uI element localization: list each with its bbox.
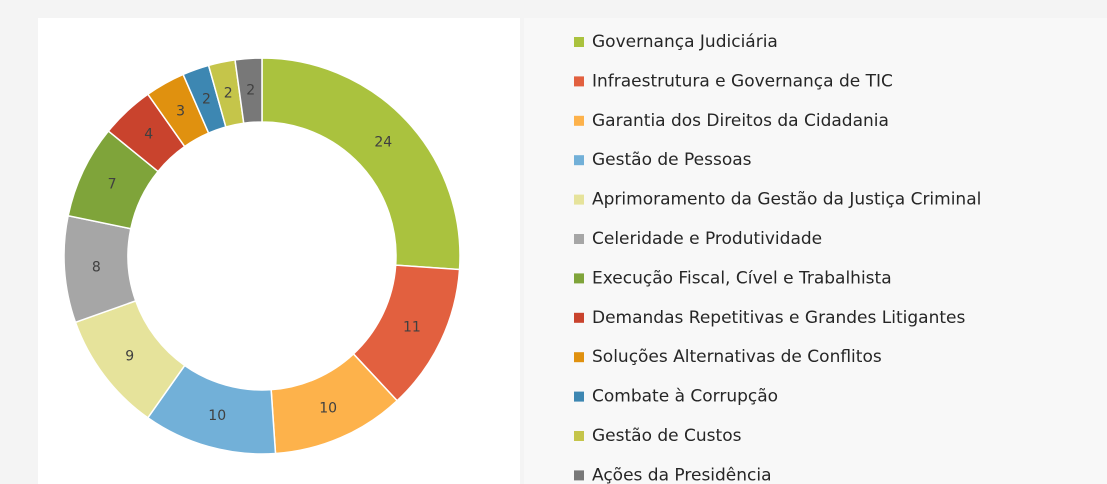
legend-label: Soluções Alternativas de Conflitos: [592, 347, 882, 367]
data-label: 10: [208, 408, 226, 424]
legend-label: Demandas Repetitivas e Grandes Litigante…: [592, 308, 965, 328]
legend-swatch: [574, 470, 584, 481]
legend-swatch: [574, 155, 584, 166]
legend-label: Gestão de Custos: [592, 426, 742, 446]
legend-label: Aprimoramento da Gestão da Justiça Crimi…: [592, 190, 981, 210]
slice: [234, 57, 263, 125]
legend-label: Gestão de Pessoas: [592, 150, 752, 170]
legend-swatch: [574, 352, 584, 363]
legend-swatch: [574, 37, 584, 47]
legend-label: Combate à Corrupção: [592, 387, 778, 407]
legend-label: Execução Fiscal, Cível e Trabalhista: [592, 268, 892, 288]
legend-swatch: [574, 273, 584, 284]
legend-swatch: [574, 194, 584, 205]
legend-area: [524, 18, 1107, 484]
data-label: 9: [125, 348, 134, 364]
data-label: 10: [319, 400, 337, 416]
data-label: 2: [202, 92, 211, 108]
legend-label: Ações da Presidência: [592, 465, 772, 484]
legend-swatch: [574, 391, 584, 402]
data-label: 24: [374, 135, 392, 151]
legend-label: Celeridade e Produtividade: [592, 229, 822, 249]
legend-label: Infraestrutura e Governança de TIC: [592, 71, 893, 91]
legend-swatch: [574, 115, 584, 126]
legend-swatch: [574, 76, 584, 87]
data-label: 11: [403, 319, 421, 335]
legend-swatch: [574, 234, 584, 244]
data-label: 8: [92, 259, 101, 275]
data-label: 2: [246, 82, 255, 98]
data-label: 3: [176, 103, 185, 119]
legend-swatch: [574, 431, 584, 441]
data-label: 4: [144, 127, 153, 143]
slice: [261, 57, 461, 271]
data-label: 2: [224, 85, 233, 101]
legend-label: Governança Judiciária: [592, 32, 778, 52]
data-label: 7: [108, 177, 117, 193]
legend-swatch: [574, 312, 584, 323]
legend-label: Garantia dos Direitos da Cidadania: [592, 111, 889, 131]
